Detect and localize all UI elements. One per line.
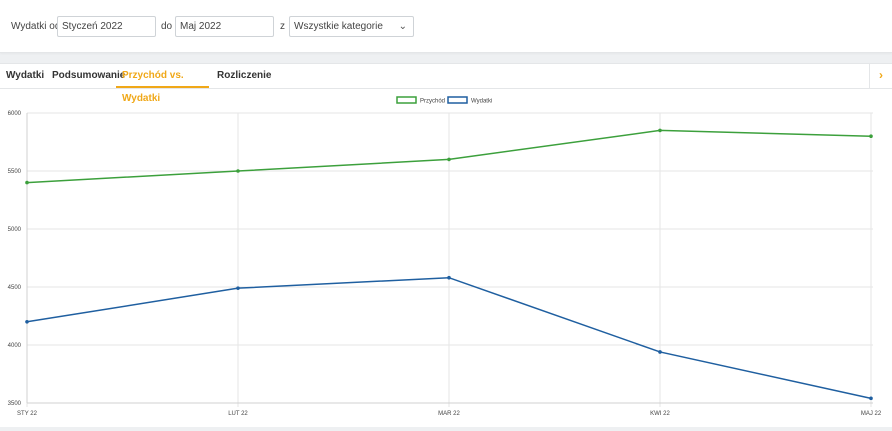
x-tick-label: STY 22	[17, 411, 38, 417]
data-point	[869, 134, 873, 138]
y-tick-label: 4500	[8, 285, 22, 291]
data-point	[447, 157, 451, 162]
category-label: z	[280, 21, 285, 32]
data-point	[658, 350, 662, 354]
x-tick-label: KWI 22	[650, 411, 670, 417]
y-tick-label: 4000	[8, 343, 22, 349]
legend-swatch	[396, 96, 417, 104]
data-point	[25, 180, 29, 185]
legend-label: Wydatki	[471, 99, 492, 105]
data-point	[25, 320, 29, 324]
y-tick-label: 5500	[8, 169, 22, 175]
chevron-right-icon[interactable]: ›	[869, 64, 892, 88]
tab-przychod-vs-wydatki[interactable]: Przychód vs. Wydatki	[116, 64, 209, 104]
data-point	[447, 275, 451, 280]
x-tick-label: LUT 22	[228, 411, 248, 417]
data-point	[869, 396, 873, 401]
chevron-down-icon: ⌄	[398, 21, 407, 32]
y-tick-label: 5000	[8, 227, 22, 233]
y-tick-label: 3500	[8, 401, 22, 407]
x-tick-label: MAR 22	[438, 411, 460, 417]
data-point	[236, 286, 240, 290]
x-tick-label: MAJ 22	[861, 411, 882, 417]
to-label: do	[161, 21, 173, 32]
y-tick-label: 6000	[8, 111, 22, 117]
chart-grid	[26, 112, 873, 407]
x-axis: STY 22 LUT 22 MAR 22 KWI 22 MAJ 22	[17, 402, 882, 417]
from-month-input[interactable]: Styczeń 2022	[57, 16, 156, 37]
category-select-value: Wszystkie kategorie	[294, 21, 383, 32]
filter-bar: Wydatki od Styczeń 2022 do Maj 2022 z Ws…	[0, 0, 892, 53]
tab-wydatki[interactable]: Wydatki	[6, 70, 45, 81]
to-month-input[interactable]: Maj 2022	[175, 16, 274, 37]
legend-label: Przychód	[420, 99, 445, 105]
chart-legend: Przychód Wydatki	[396, 96, 492, 105]
data-point	[236, 169, 240, 173]
report-panel: Wydatki Podsumowanie Przychód vs. Wydatk…	[0, 63, 892, 427]
y-axis: 3500 4000 4500 5000 5500 6000	[8, 111, 28, 407]
chart-series	[25, 128, 873, 401]
data-point	[658, 128, 662, 133]
from-label: Wydatki od	[11, 21, 61, 32]
tab-podsumowanie[interactable]: Podsumowanie	[52, 70, 126, 81]
tab-rozliczenie[interactable]: Rozliczenie	[217, 70, 272, 81]
legend-swatch	[447, 96, 468, 104]
category-select[interactable]: Wszystkie kategorie ⌄	[289, 16, 414, 37]
tab-bar: Wydatki Podsumowanie Przychód vs. Wydatk…	[0, 64, 892, 104]
income-vs-expenses-chart: 3500 4000 4500 5000 5500 6000 STY 22 LUT 22 MAR…	[8, 96, 882, 417]
